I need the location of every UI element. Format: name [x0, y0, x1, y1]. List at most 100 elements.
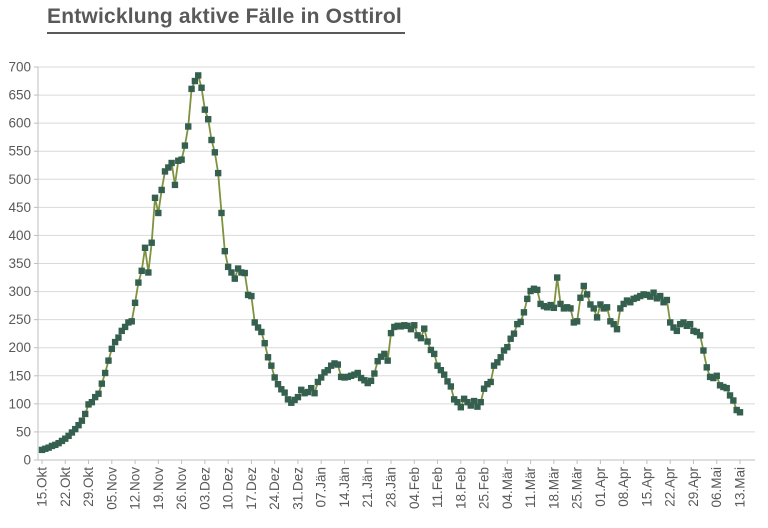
- data-point-marker: [108, 345, 115, 353]
- data-point-marker: [583, 291, 591, 298]
- x-axis-label: 10.Dez: [221, 467, 236, 510]
- data-point-marker: [577, 294, 584, 301]
- data-point-marker: [700, 347, 707, 354]
- data-point-marker: [720, 383, 727, 391]
- data-point-marker: [191, 77, 199, 85]
- data-point-marker: [241, 269, 248, 277]
- data-point-marker: [660, 299, 667, 306]
- data-point-marker: [683, 322, 691, 330]
- data-point-marker: [291, 396, 298, 404]
- data-point-marker: [686, 320, 694, 328]
- data-point-marker: [298, 386, 305, 394]
- data-point-marker: [630, 295, 637, 303]
- data-point-marker: [371, 370, 378, 377]
- data-point-marker: [484, 381, 491, 388]
- data-point-marker: [650, 289, 657, 296]
- x-axis-label: 22.Okt: [58, 467, 73, 507]
- x-axis-label: 21.Jän: [360, 467, 375, 508]
- data-point-marker: [337, 373, 345, 381]
- data-point-marker: [221, 247, 229, 255]
- data-point-marker: [537, 300, 544, 308]
- data-point-marker: [431, 350, 438, 358]
- x-axis-label: 11.Feb: [430, 467, 445, 508]
- data-point-marker: [597, 301, 604, 308]
- data-point-marker: [151, 194, 159, 202]
- data-point-marker: [121, 323, 129, 331]
- x-axis-label: 08.Apr: [616, 467, 631, 507]
- data-point-marker: [647, 293, 654, 300]
- data-point-marker: [318, 374, 325, 381]
- data-point-marker: [417, 334, 425, 342]
- data-point-marker: [563, 304, 571, 311]
- data-point-marker: [514, 320, 521, 328]
- data-point-marker: [527, 287, 534, 295]
- data-point-marker: [314, 378, 322, 386]
- data-point-marker: [115, 334, 122, 341]
- data-point-marker: [45, 444, 52, 451]
- data-point-marker: [653, 295, 661, 302]
- data-point-marker: [308, 384, 315, 392]
- data-point-marker: [547, 301, 554, 309]
- data-point-marker: [467, 402, 474, 409]
- data-point-marker: [557, 300, 564, 308]
- data-point-marker: [95, 390, 102, 397]
- data-point-marker: [524, 295, 531, 303]
- data-point-marker: [703, 364, 710, 371]
- data-point-marker: [460, 395, 468, 402]
- data-point-marker: [75, 421, 82, 429]
- data-point-marker: [78, 417, 86, 424]
- data-point-marker: [613, 325, 621, 333]
- data-point-marker: [128, 318, 135, 325]
- data-point-marker: [490, 362, 498, 369]
- y-axis-label: 300: [8, 284, 31, 299]
- data-point-marker: [716, 382, 724, 389]
- data-point-marker: [657, 292, 664, 300]
- data-point-marker: [437, 366, 445, 374]
- data-point-marker: [135, 279, 142, 286]
- data-point-marker: [284, 396, 292, 403]
- x-axis-label: 12.Nov: [128, 467, 143, 510]
- data-point-marker: [301, 389, 308, 397]
- data-point-marker: [603, 304, 611, 311]
- data-point-marker: [204, 116, 212, 123]
- data-point-marker: [553, 274, 561, 281]
- data-point-marker: [407, 325, 415, 333]
- data-point-marker: [214, 169, 222, 177]
- data-point-marker: [125, 319, 132, 326]
- data-point-marker: [627, 299, 634, 306]
- x-axis-label: 25.Mär: [570, 467, 585, 510]
- y-axis-label: 400: [8, 228, 31, 243]
- x-axis-label: 26.Nov: [174, 467, 189, 510]
- data-point-marker: [101, 369, 109, 377]
- data-point-marker: [195, 72, 202, 79]
- data-point-marker: [500, 347, 508, 354]
- data-point-marker: [68, 429, 76, 436]
- data-point-marker: [261, 340, 268, 347]
- data-point-marker: [590, 305, 597, 312]
- data-point-marker: [706, 373, 714, 381]
- data-point-marker: [517, 318, 524, 326]
- y-axis-label: 500: [8, 172, 31, 187]
- data-point-marker: [580, 282, 587, 290]
- data-point-marker: [480, 385, 488, 392]
- data-point-marker: [530, 285, 538, 292]
- data-point-marker: [268, 362, 275, 369]
- data-point-marker: [710, 374, 717, 382]
- data-point-marker: [633, 294, 641, 301]
- data-point-marker: [58, 437, 66, 445]
- data-point-marker: [82, 410, 89, 418]
- data-point-marker: [288, 399, 295, 406]
- data-point-marker: [361, 377, 368, 384]
- data-point-marker: [643, 291, 651, 299]
- x-axis-label: 01.Apr: [593, 467, 608, 507]
- data-point-marker: [607, 318, 614, 325]
- data-point-marker: [178, 156, 185, 163]
- data-point-marker: [145, 269, 152, 276]
- data-point-marker: [696, 332, 704, 339]
- data-point-marker: [494, 359, 501, 366]
- data-point-marker: [165, 164, 172, 171]
- x-axis-label: 28.Jän: [384, 467, 399, 508]
- data-point-marker: [733, 406, 740, 414]
- data-point-marker: [404, 322, 411, 330]
